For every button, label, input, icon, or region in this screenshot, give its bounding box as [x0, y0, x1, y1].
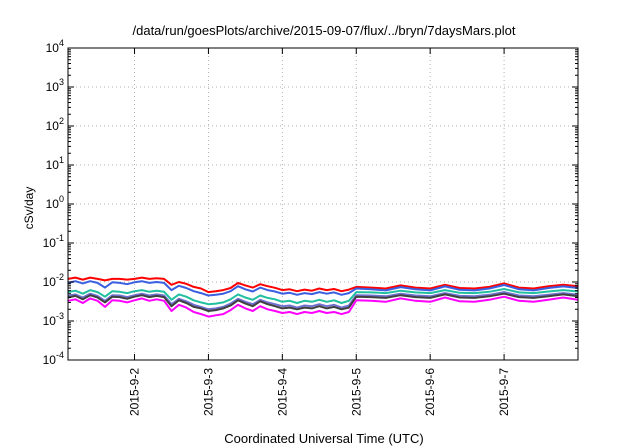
- grid: [68, 48, 578, 360]
- y-tick-exponent: -1: [56, 233, 64, 243]
- series-line-6: [67, 295, 579, 318]
- y-tick-exponent: 0: [59, 194, 64, 204]
- y-tick-label: 102: [46, 116, 64, 133]
- x-tick-label: 2015-9-5: [349, 368, 363, 416]
- series-line-3: [67, 288, 579, 306]
- x-tick-label: 2015-9-4: [275, 368, 289, 416]
- y-tick-label: 10-4: [43, 350, 64, 367]
- y-tick-label: 10-3: [43, 311, 64, 328]
- y-tick-label: 10-2: [43, 272, 64, 289]
- y-tick-label: 101: [46, 155, 64, 172]
- y-tick-exponent: -4: [56, 350, 64, 360]
- series-line-2: [67, 280, 579, 297]
- y-tick-exponent: 3: [59, 77, 64, 87]
- y-tick-exponent: -3: [56, 311, 64, 321]
- x-tick-label: 2015-9-7: [497, 368, 511, 416]
- y-tick-exponent: 4: [59, 38, 64, 48]
- y-tick-exponent: 1: [59, 155, 64, 165]
- series-lines: [67, 276, 579, 318]
- x-axis-label: Coordinated Universal Time (UTC): [224, 431, 423, 446]
- x-ticks: 2015-9-2 2015-9-3 2015-9-4 2015-9-5 2015-9-6…: [128, 48, 511, 416]
- series-line-4: [67, 291, 579, 311]
- series-line-5: [67, 292, 579, 312]
- y-tick-label: 10-1: [43, 233, 64, 250]
- y-tick-label: 103: [46, 77, 64, 94]
- x-tick-label: 2015-9-6: [423, 368, 437, 416]
- y-axis-label: cSv/day: [22, 187, 36, 230]
- series-line-1: [67, 276, 579, 294]
- y-tick-label: 104: [46, 38, 64, 55]
- y-tick-exponent: -2: [56, 272, 64, 282]
- x-tick-label: 2015-9-3: [201, 368, 215, 416]
- chart-title: /data/run/goesPlots/archive/2015-09-07/f…: [133, 23, 516, 38]
- x-tick-label: 2015-9-2: [128, 368, 142, 416]
- y-tick-exponent: 2: [59, 116, 64, 126]
- y-tick-label: 100: [46, 194, 64, 211]
